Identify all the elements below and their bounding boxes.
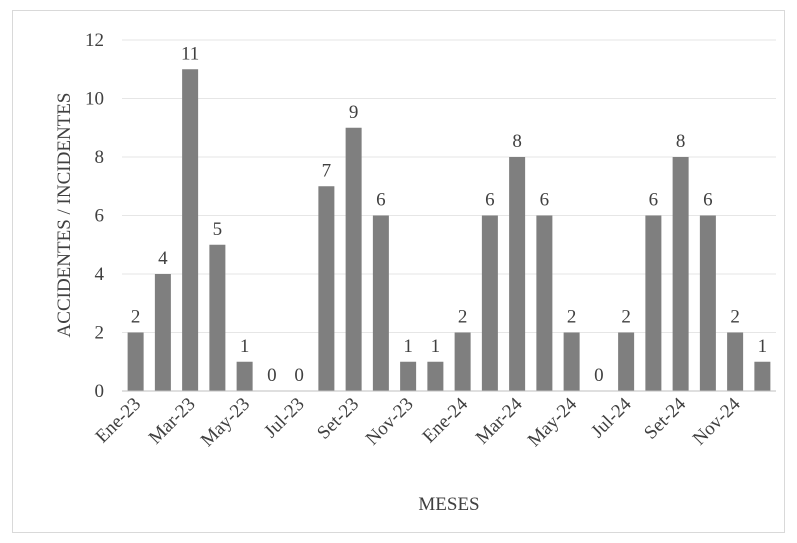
x-tick-label: Ene-24 (419, 393, 473, 447)
y-tick-label: 4 (95, 264, 105, 285)
data-label: 6 (376, 190, 386, 211)
x-tick-label: Nov-23 (362, 394, 418, 450)
bar (563, 332, 580, 391)
bar (618, 332, 635, 391)
data-label: 2 (621, 307, 631, 328)
bar (454, 332, 471, 391)
data-label: 2 (567, 307, 577, 328)
bar (182, 69, 199, 391)
y-tick-label: 2 (95, 323, 105, 344)
bar (727, 332, 744, 391)
y-tick-label: 12 (85, 30, 104, 51)
bar (318, 186, 335, 391)
data-label: 1 (431, 336, 441, 357)
y-tick-label: 8 (95, 147, 105, 168)
data-label: 2 (131, 307, 141, 328)
x-tick-label: Jul-24 (587, 393, 636, 442)
data-label: 6 (703, 190, 713, 211)
y-tick-label: 10 (85, 89, 104, 110)
x-tick-label: Mar-23 (145, 394, 200, 449)
data-label: 8 (512, 131, 522, 152)
bar (400, 361, 417, 391)
data-label: 2 (730, 307, 740, 328)
x-tick-label: May-23 (197, 394, 254, 451)
bar (672, 157, 689, 391)
bar (509, 157, 526, 391)
x-tick-label: Nov-24 (689, 393, 745, 449)
data-label: 5 (213, 219, 223, 240)
bar (645, 215, 662, 391)
data-label: 6 (649, 190, 659, 211)
data-label: 11 (181, 43, 199, 64)
bar (127, 332, 144, 391)
y-tick-labels: 0 2 4 6 8 10 12 (85, 30, 105, 402)
bar (345, 127, 362, 391)
bar (209, 244, 226, 391)
data-label: 4 (158, 248, 168, 269)
x-tick-label: Set-23 (313, 394, 363, 444)
y-axis-title: ACCIDENTES / INCIDENTES (54, 93, 75, 338)
bar (481, 215, 498, 391)
data-label: 0 (294, 365, 304, 386)
data-label: 7 (322, 160, 332, 181)
bar (236, 361, 253, 391)
data-label: 6 (540, 190, 550, 211)
bar (427, 361, 444, 391)
bar (536, 215, 553, 391)
data-label: 2 (458, 307, 468, 328)
data-label: 1 (240, 336, 250, 357)
bar (372, 215, 389, 391)
data-label: 8 (676, 131, 686, 152)
bar (754, 361, 771, 391)
y-tick-label: 0 (95, 381, 105, 402)
data-label: 6 (485, 190, 495, 211)
data-label: 9 (349, 102, 359, 123)
data-label: 0 (594, 365, 604, 386)
y-tick-label: 6 (95, 206, 105, 227)
gridlines (122, 39, 776, 333)
x-tick-label: May-24 (524, 393, 582, 451)
x-axis-title: MESES (418, 494, 479, 515)
x-tick-label: Jul-23 (260, 394, 308, 442)
data-label: 0 (267, 365, 277, 386)
bar (154, 274, 171, 391)
x-tick-label: Set-24 (640, 393, 690, 443)
data-label: 1 (758, 336, 768, 357)
x-tick-label: Mar-24 (472, 393, 527, 448)
bars (127, 69, 771, 391)
data-label: 1 (403, 336, 413, 357)
bar (699, 215, 716, 391)
